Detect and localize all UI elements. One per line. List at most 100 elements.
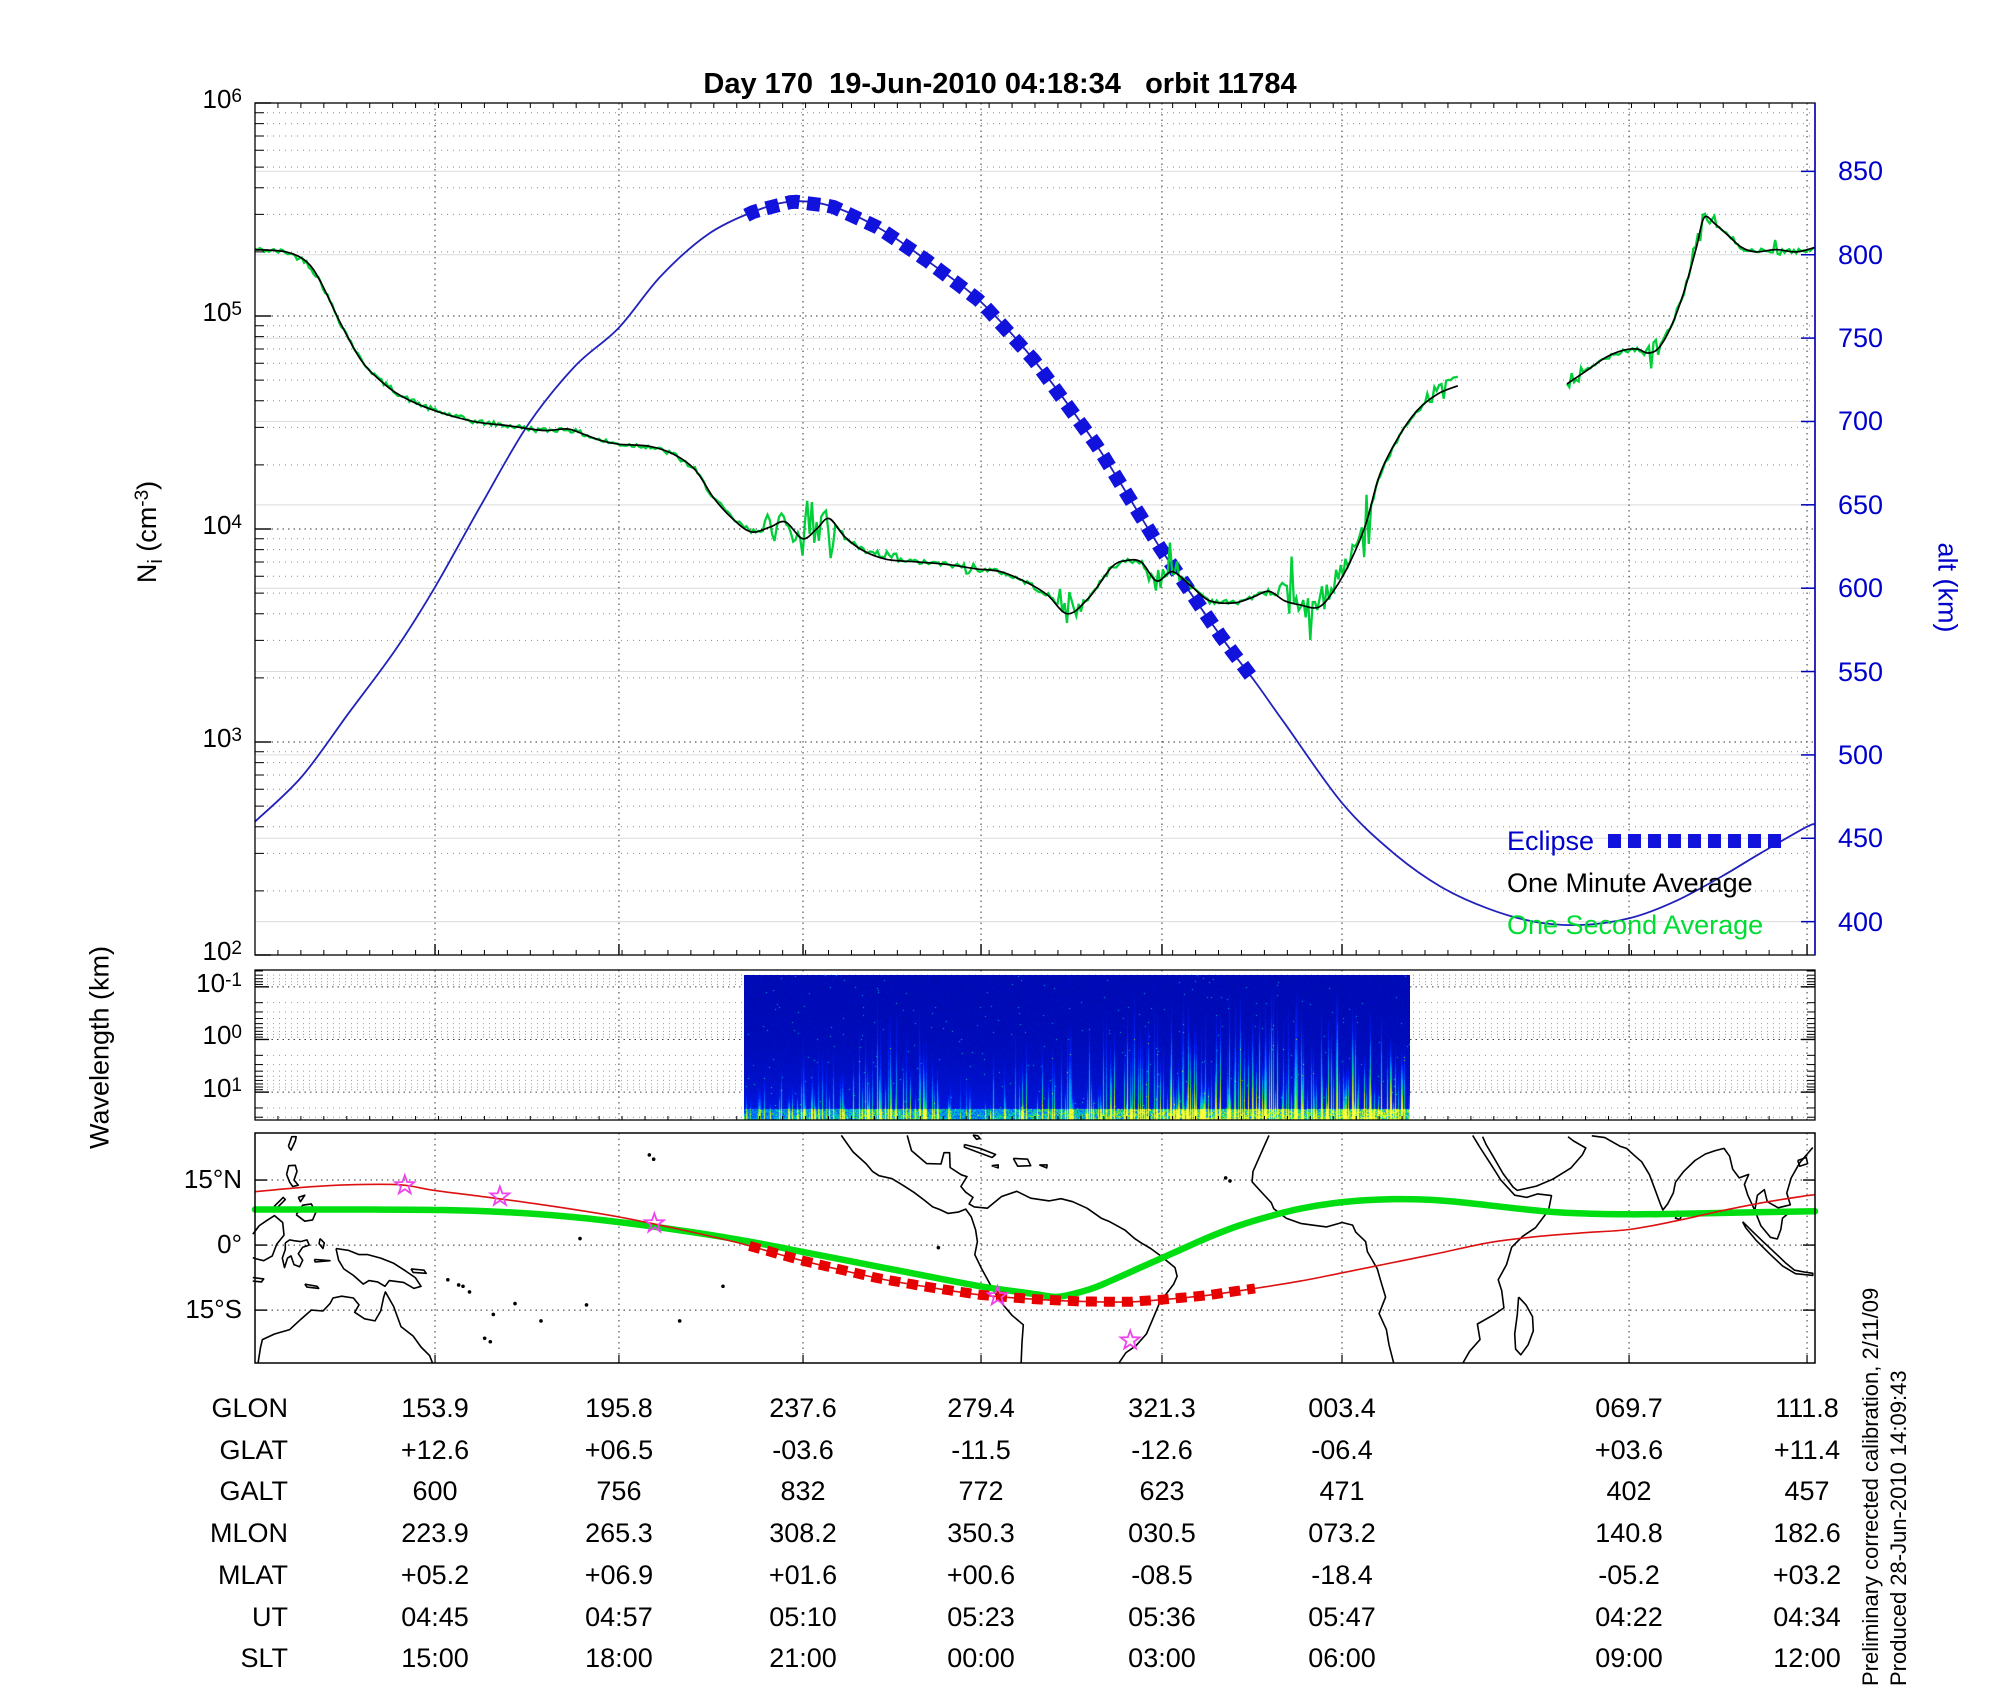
ground-station-star [985, 1283, 1010, 1307]
table-cell: 772 [958, 1476, 1004, 1507]
y-tick-label: 103 [202, 723, 243, 753]
alt-tick-label: 600 [1838, 573, 1884, 604]
table-cell: +11.4 [1773, 1434, 1841, 1465]
table-cell: 12:00 [1773, 1643, 1841, 1674]
annotation-calibration: Preliminary corrected calibration, 2/11/… [1858, 1287, 1883, 1686]
coastline [252, 1276, 265, 1283]
table-cell: 140.8 [1595, 1518, 1663, 1549]
coastline [1796, 1156, 1809, 1167]
table-cell: +01.6 [768, 1559, 838, 1590]
table-cell: -08.5 [1131, 1559, 1193, 1590]
island-dot [584, 1303, 589, 1307]
table-cell: 18:00 [585, 1643, 653, 1674]
table-cell: -11.5 [951, 1434, 1011, 1465]
density-plot-svg [254, 102, 1816, 956]
island-dot [456, 1283, 461, 1287]
legend-one-minute-label: One Minute Average [1507, 868, 1753, 898]
island-dot [467, 1290, 472, 1294]
map-lat-label: 0° [217, 1229, 242, 1260]
coastline [410, 1268, 427, 1275]
y-tick-label: 105 [202, 297, 243, 327]
island-dot [539, 1319, 543, 1323]
magnetic-equator-track [251, 1195, 1819, 1301]
table-cell: 09:00 [1595, 1643, 1663, 1674]
island-dot [651, 1157, 656, 1162]
table-cell: 06:00 [1308, 1643, 1376, 1674]
table-cell: 832 [780, 1476, 826, 1507]
table-cell: 195.8 [585, 1393, 653, 1423]
coastline [297, 1194, 306, 1203]
island-dot [647, 1153, 652, 1157]
table-cell: 321.3 [1128, 1393, 1196, 1423]
table-row-label: UT [252, 1601, 288, 1632]
coastline [1513, 1296, 1535, 1356]
table-cell: 05:47 [1308, 1601, 1376, 1632]
alt-tick-label: 800 [1838, 239, 1884, 270]
table-cell: -18.4 [1311, 1559, 1373, 1590]
alt-tick-label: 400 [1838, 906, 1884, 937]
table-cell: 03:00 [1128, 1643, 1196, 1674]
altitude-curve [254, 200, 1816, 927]
table-cell: 402 [1606, 1476, 1652, 1507]
table-cell: 05:36 [1128, 1601, 1196, 1632]
map-lat-label: 15°S [185, 1294, 242, 1325]
table-cell: 153.9 [401, 1393, 469, 1423]
table-cell: 265.3 [585, 1518, 653, 1549]
wl-tick-label: 100 [202, 1020, 243, 1051]
table-row-label: MLAT [217, 1559, 288, 1590]
coastline [1462, 1134, 1553, 1364]
coastline [335, 1247, 422, 1290]
one-minute-average-curve [1566, 215, 1816, 385]
ground-track [254, 1183, 1816, 1303]
coastline [991, 1164, 999, 1169]
wavelength-spectrogram-panel [254, 969, 1816, 1121]
table-cell: 069.7 [1595, 1393, 1663, 1423]
table-cell: -03.6 [772, 1434, 834, 1465]
coastline [1591, 1135, 1756, 1211]
table-cell: 111.8 [1775, 1393, 1839, 1423]
coastline [972, 1134, 981, 1141]
ground-station-star [642, 1210, 667, 1234]
ground-station-star [1117, 1327, 1143, 1351]
legend-eclipse-label: Eclipse [1507, 826, 1595, 856]
table-cell: 279.4 [947, 1393, 1015, 1423]
table-row-label: SLT [240, 1643, 288, 1674]
table-cell: 04:22 [1595, 1601, 1663, 1632]
coastline [1754, 1146, 1814, 1240]
coastline [313, 1258, 331, 1263]
coastline [1251, 1135, 1395, 1364]
table-row-label: GLAT [219, 1434, 288, 1465]
alt-tick-label: 500 [1838, 739, 1884, 770]
alt-tick-label: 850 [1838, 156, 1884, 187]
coastline [257, 1291, 434, 1364]
map-svg [251, 1132, 1819, 1364]
island-dot [446, 1277, 450, 1282]
one-minute-average-curve [254, 248, 1459, 615]
table-row-label: MLON [209, 1518, 288, 1549]
table-cell: 756 [596, 1476, 642, 1507]
island-dot [488, 1339, 493, 1344]
plasma-wave-spectrogram [744, 975, 1411, 1120]
plot-title: Day 170 19-Jun-2010 04:18:34 orbit 11784 [703, 68, 1297, 100]
alt-tick-label: 450 [1838, 823, 1884, 854]
world-map-panel [251, 1132, 1819, 1364]
table-cell: 600 [412, 1476, 458, 1507]
legend-one-second-label: One Second Average [1507, 910, 1764, 940]
wl-tick-label: 101 [202, 1073, 243, 1104]
wl-tick-label: 10-1 [196, 967, 242, 998]
table-cell: 04:57 [585, 1601, 653, 1632]
island-dot [578, 1236, 582, 1241]
map-border [254, 1132, 1816, 1364]
table-cell: 05:23 [947, 1601, 1015, 1632]
annotation-produced: Produced 28-Jun-2010 14:09:43 [1886, 1370, 1911, 1686]
island-dot [677, 1319, 682, 1323]
coastline [906, 1135, 1178, 1364]
coastline [287, 1135, 297, 1151]
table-cell: 350.3 [947, 1518, 1015, 1549]
table-cell: 237.6 [769, 1393, 837, 1423]
table-cell: +06.9 [584, 1559, 654, 1590]
coastline [252, 1214, 285, 1262]
coastline [304, 1283, 320, 1290]
one-second-average-curve [1566, 212, 1816, 391]
